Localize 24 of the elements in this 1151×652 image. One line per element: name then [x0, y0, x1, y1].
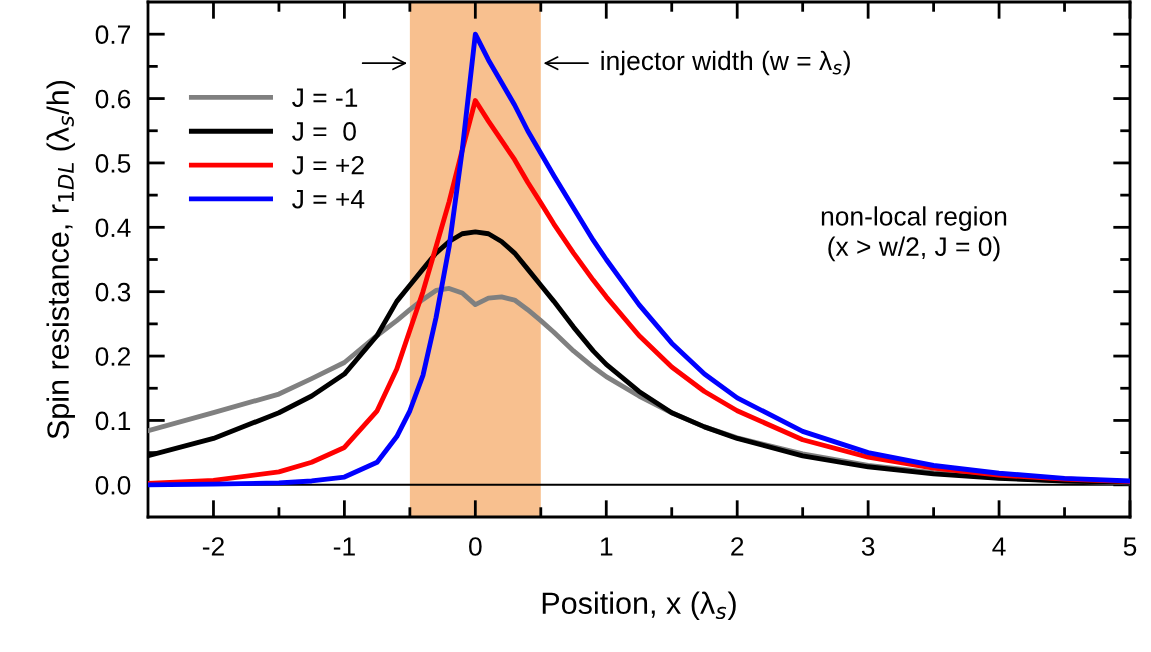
y-tick-label: 0.0 [95, 475, 131, 495]
legend-label: J = -1 [292, 88, 358, 107]
y-tick-label: 0.5 [95, 154, 131, 173]
x-tick-label: -1 [333, 537, 355, 556]
x-tick-label: 4 [992, 537, 1006, 556]
y-tick-label: 0.2 [95, 347, 131, 366]
legend-label: J = +2 [292, 155, 364, 175]
annotation: injector width (w = λ$_{s}$) [601, 50, 850, 76]
y-tick-label: 0.4 [95, 218, 131, 238]
y-tick-label: 0.1 [95, 411, 131, 431]
x-axis-title: Position, x (λ$_{s}$) [542, 591, 736, 621]
x-tick-label: 3 [861, 537, 875, 556]
y-tick-label: 0.3 [95, 282, 131, 302]
x-tick-label: 1 [600, 537, 613, 556]
x-tick-label: 5 [1123, 537, 1137, 556]
legend-label: J = +4 [292, 190, 365, 209]
y-axis-title: Spin resistance, r$_{1DL}$ (λ$_{s}$/h) [46, 80, 75, 439]
x-tick-label: 2 [731, 537, 744, 556]
legend-label: J = 0 [292, 122, 356, 141]
annotation: non-local region (x > w/2, J = 0) [821, 206, 1007, 262]
y-tick-label: 0.6 [95, 89, 131, 109]
y-tick-label: 0.7 [95, 25, 131, 45]
x-tick-label: 0 [469, 537, 482, 556]
x-tick-label: -2 [202, 537, 224, 556]
